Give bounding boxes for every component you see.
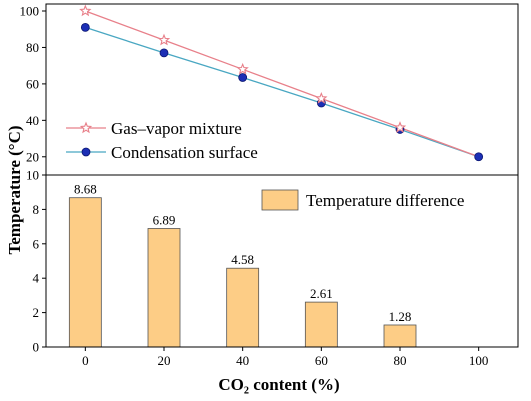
y-tick-label: 60 (26, 76, 39, 91)
point (315, 91, 328, 104)
point (80, 22, 90, 32)
legend-marker (79, 121, 93, 134)
bar (304, 301, 338, 348)
point (236, 62, 249, 75)
bar-data-label: 6.89 (153, 212, 176, 227)
bar (226, 267, 260, 348)
bar-data-label: 1.28 (389, 309, 412, 324)
line-panel: 20 40 60 80 100 (20, 4, 484, 164)
x-tick-label: 80 (394, 353, 407, 368)
y-tick-label: 6 (33, 236, 40, 251)
series-line (85, 10, 479, 158)
legend-label: Gas–vapor mixture (111, 119, 242, 138)
plot-frame (45, 3, 519, 348)
y-tick-label: 100 (20, 4, 40, 19)
y-tick-label: 4 (33, 271, 40, 286)
x-tick-label: 0 (82, 353, 89, 368)
bar-data-label: 8.68 (74, 182, 97, 197)
x-axis-title: CO₂ content (%) (218, 375, 339, 394)
y-axis-title: Temperature (°C) (5, 125, 24, 254)
x-tick-label: 100 (469, 353, 489, 368)
y-tick-label: 0 (33, 340, 40, 355)
legend-marker (81, 147, 91, 157)
x-tick-label: 40 (236, 353, 249, 368)
point (157, 33, 171, 46)
y-tick-label: 8 (33, 202, 40, 217)
legend-label: Condensation surface (111, 143, 258, 162)
y-tick-label: 2 (33, 305, 40, 320)
x-tick-label: 20 (158, 353, 171, 368)
y-tick-label: 40 (26, 113, 39, 128)
point (159, 48, 169, 58)
bar-panel: 8.68 6.89 4.58 2.61 1.28 0 2 4 6 8 10 (26, 168, 417, 355)
bar (147, 228, 181, 348)
y-tick-label: 10 (26, 168, 39, 183)
line-legend: Gas–vapor mixture Condensation surface (66, 119, 258, 162)
bar-legend: Temperature difference (261, 189, 464, 211)
legend-swatch (261, 189, 299, 211)
series-line (85, 26, 479, 158)
bar-data-label: 2.61 (310, 286, 333, 301)
bar (383, 324, 417, 348)
y-tick-label: 80 (26, 40, 39, 55)
legend-label: Temperature difference (306, 191, 464, 210)
bar-data-label: 4.58 (231, 252, 254, 267)
point (474, 152, 484, 162)
point (79, 4, 92, 17)
bar (68, 197, 102, 348)
y-tick-label: 20 (26, 149, 39, 164)
point (393, 121, 407, 133)
x-tick-label: 60 (315, 353, 328, 368)
x-axis: 0 20 40 60 80 100 (82, 347, 488, 368)
point (238, 73, 248, 82)
